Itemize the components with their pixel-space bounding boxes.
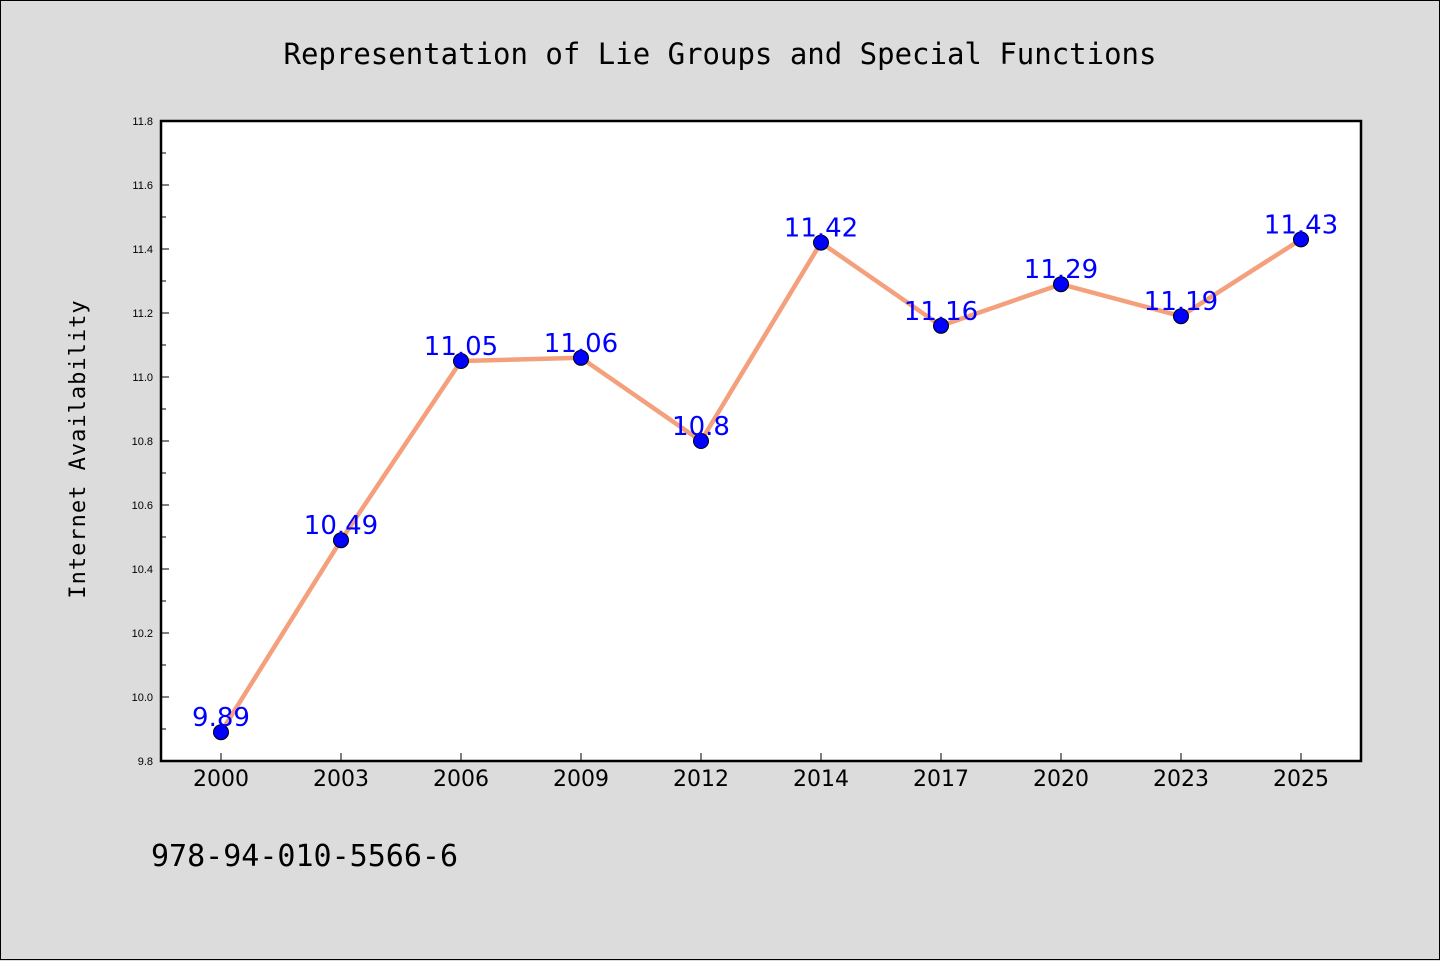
- data-label: 11.19: [1144, 287, 1218, 317]
- data-markers: [213, 231, 1309, 741]
- x-tick-label: 2017: [913, 767, 969, 792]
- x-tick-label: 2012: [673, 767, 729, 792]
- data-point: [333, 532, 349, 549]
- data-label: 9.89: [192, 703, 250, 733]
- data-point: [1173, 308, 1189, 325]
- data-label: 11.29: [1024, 255, 1098, 285]
- y-tick-label: 11.6: [132, 180, 153, 192]
- x-tick-label: 2006: [433, 767, 489, 792]
- y-tick-label: 10.8: [132, 436, 153, 448]
- x-axis-ticks: 2000 2003 2006 2009 2012 2014 2017 2020 2023 2025: [193, 753, 1329, 792]
- data-label: 11.16: [904, 297, 978, 327]
- data-point: [213, 724, 229, 741]
- y-tick-label: 11.4: [132, 244, 153, 256]
- y-axis-ticks: 9.8 10.0 10.2 10.4 10.6 10.8 11.0 11.2 11.4 11.6 1…: [132, 116, 169, 768]
- y-tick-label: 10.6: [132, 500, 153, 512]
- footer-text: 978-94-010-5566-6: [151, 839, 458, 874]
- data-point: [453, 353, 469, 369]
- plot-area: [159, 119, 1363, 763]
- y-tick-label: 11.8: [132, 116, 153, 128]
- data-label: 11.42: [784, 214, 858, 244]
- y-tick-label: 11.0: [132, 372, 153, 384]
- x-tick-label: 2014: [793, 767, 849, 792]
- x-tick-label: 2023: [1153, 767, 1209, 792]
- y-tick-label: 10.2: [132, 628, 153, 640]
- data-label: 11.06: [544, 329, 618, 359]
- data-label: 10.8: [672, 412, 730, 442]
- y-tick-label: 10.0: [132, 692, 153, 704]
- y-axis-label: Internet Availability: [66, 299, 91, 598]
- x-tick-label: 2003: [313, 767, 369, 792]
- data-label: 10.49: [304, 511, 378, 541]
- data-point: [573, 349, 589, 366]
- x-tick-label: 2009: [553, 767, 609, 792]
- data-labels: 9.89 10.49 11.05 11.06 10.8 11.42 11.16 11.29 11…: [192, 210, 1338, 733]
- data-point: [693, 433, 709, 449]
- chart-title: Representation of Lie Groups and Special…: [284, 37, 1157, 71]
- x-tick-label: 2020: [1033, 767, 1089, 792]
- y-tick-label: 9.8: [138, 756, 153, 768]
- series-line: [218, 237, 1304, 735]
- data-label: 11.05: [424, 332, 498, 362]
- data-point: [933, 317, 949, 334]
- x-tick-label: 2000: [193, 767, 249, 792]
- data-point: [1053, 276, 1069, 293]
- data-point: [813, 234, 829, 251]
- data-label: 11.43: [1264, 210, 1338, 240]
- data-point: [1293, 231, 1309, 248]
- y-tick-label: 10.4: [132, 564, 153, 576]
- x-tick-label: 2025: [1273, 767, 1329, 792]
- y-tick-label: 11.2: [132, 308, 153, 320]
